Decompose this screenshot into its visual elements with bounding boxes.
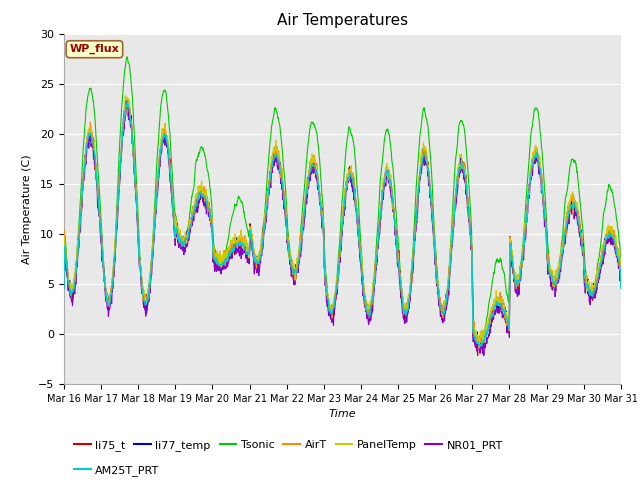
AM25T_PRT <box>216 262 223 268</box>
Tsonic <box>505 300 513 305</box>
li75_t <box>60 284 68 289</box>
li75_t <box>371 279 379 285</box>
PanelTemp <box>617 279 625 285</box>
NR01_PRT <box>584 288 591 294</box>
NR01_PRT <box>359 284 367 289</box>
li77_temp <box>216 262 223 268</box>
PanelTemp <box>216 253 223 259</box>
AirT <box>60 279 68 285</box>
Tsonic <box>359 268 367 274</box>
AirT <box>617 269 625 275</box>
li75_t <box>505 321 513 327</box>
NR01_PRT <box>480 353 488 359</box>
PanelTemp <box>371 272 379 278</box>
Tsonic <box>124 54 131 60</box>
AM25T_PRT <box>359 280 367 286</box>
li75_t <box>474 353 481 359</box>
NR01_PRT <box>568 208 576 214</box>
NR01_PRT <box>60 285 68 290</box>
X-axis label: Time: Time <box>328 409 356 419</box>
li77_temp <box>568 203 576 209</box>
Text: WP_flux: WP_flux <box>70 44 119 54</box>
li75_t <box>359 281 367 287</box>
Line: li75_t: li75_t <box>64 102 621 356</box>
PanelTemp <box>584 283 591 289</box>
li77_temp <box>371 275 379 280</box>
AirT <box>359 277 367 283</box>
Tsonic <box>371 265 379 271</box>
Tsonic <box>60 279 68 285</box>
Title: Air Temperatures: Air Temperatures <box>277 13 408 28</box>
li75_t <box>617 271 625 276</box>
li77_temp <box>476 345 484 350</box>
Tsonic <box>568 157 576 163</box>
NR01_PRT <box>124 101 132 107</box>
li77_temp <box>60 282 68 288</box>
AM25T_PRT <box>584 282 591 288</box>
PanelTemp <box>60 268 68 274</box>
AM25T_PRT <box>371 278 379 284</box>
Line: PanelTemp: PanelTemp <box>64 96 621 348</box>
AirT <box>371 274 379 280</box>
Tsonic <box>477 342 485 348</box>
AM25T_PRT <box>60 286 68 292</box>
li75_t <box>568 198 576 204</box>
Tsonic <box>216 261 223 266</box>
Line: AM25T_PRT: AM25T_PRT <box>64 101 621 346</box>
Tsonic <box>617 279 625 285</box>
Line: NR01_PRT: NR01_PRT <box>64 104 621 356</box>
NR01_PRT <box>216 264 223 270</box>
Tsonic <box>584 282 591 288</box>
PanelTemp <box>505 323 513 329</box>
li75_t <box>584 286 591 291</box>
li77_temp <box>617 264 625 270</box>
AM25T_PRT <box>568 204 576 210</box>
AirT <box>216 257 223 263</box>
li77_temp <box>359 273 367 279</box>
AirT <box>124 97 131 103</box>
NR01_PRT <box>505 330 513 336</box>
AM25T_PRT <box>617 285 625 291</box>
li77_temp <box>505 328 513 334</box>
AirT <box>584 285 591 291</box>
PanelTemp <box>359 275 367 281</box>
li77_temp <box>123 97 131 103</box>
Line: Tsonic: Tsonic <box>64 57 621 345</box>
Legend: AM25T_PRT: AM25T_PRT <box>70 460 164 480</box>
AM25T_PRT <box>124 98 131 104</box>
AirT <box>475 344 483 350</box>
NR01_PRT <box>617 272 625 278</box>
li75_t <box>123 99 131 105</box>
Line: li77_temp: li77_temp <box>64 100 621 348</box>
li77_temp <box>584 284 591 289</box>
AM25T_PRT <box>505 324 513 329</box>
PanelTemp <box>476 345 483 351</box>
NR01_PRT <box>371 281 379 287</box>
li75_t <box>216 260 223 266</box>
PanelTemp <box>122 93 129 98</box>
AirT <box>505 320 513 326</box>
AM25T_PRT <box>477 343 485 349</box>
PanelTemp <box>568 191 576 196</box>
Line: AirT: AirT <box>64 100 621 347</box>
Y-axis label: Air Temperature (C): Air Temperature (C) <box>22 154 33 264</box>
AirT <box>568 196 576 202</box>
